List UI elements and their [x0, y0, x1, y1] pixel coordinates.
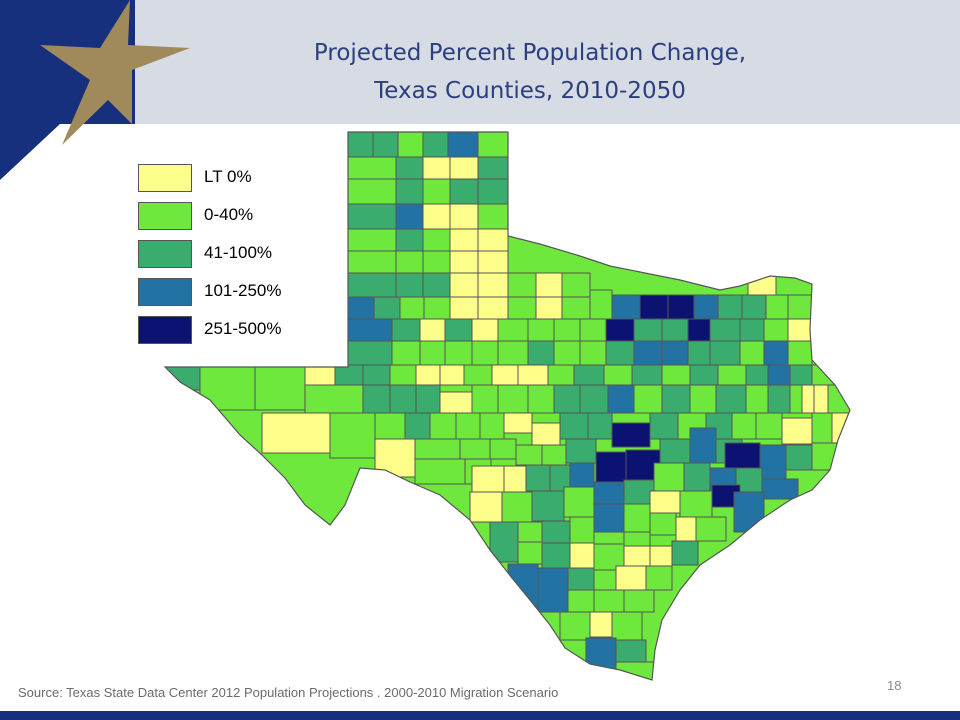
bottom-bar — [0, 711, 960, 720]
source-note: Source: Texas State Data Center 2012 Pop… — [18, 685, 559, 700]
legend-swatch — [138, 316, 192, 344]
star-logo-icon — [0, 0, 190, 180]
legend-label: LT 0% — [204, 167, 252, 186]
title-line-1: Projected Percent Population Change, — [313, 40, 747, 66]
title-banner — [0, 0, 960, 124]
legend-swatch — [138, 164, 192, 192]
legend-item-0-40: 0-40% — [138, 202, 318, 230]
page-number: 18 — [887, 678, 902, 693]
legend-item-101-250: 101-250% — [138, 278, 318, 306]
legend-item-251-500: 251-500% — [138, 316, 318, 344]
page-title: Projected Percent Population Change, Tex… — [200, 34, 860, 110]
title-line-2: Texas Counties, 2010-2050 — [374, 78, 686, 104]
legend-label: 251-500% — [204, 319, 282, 338]
legend-item-lt-0: LT 0% — [138, 164, 318, 192]
legend-label: 101-250% — [204, 281, 282, 300]
legend-swatch — [138, 278, 192, 306]
legend-swatch — [138, 240, 192, 268]
state-outline — [163, 131, 851, 681]
legend-swatch — [138, 202, 192, 230]
legend-label: 0-40% — [204, 205, 254, 224]
legend-item-41-100: 41-100% — [138, 240, 318, 268]
legend-label: 41-100% — [204, 243, 273, 262]
